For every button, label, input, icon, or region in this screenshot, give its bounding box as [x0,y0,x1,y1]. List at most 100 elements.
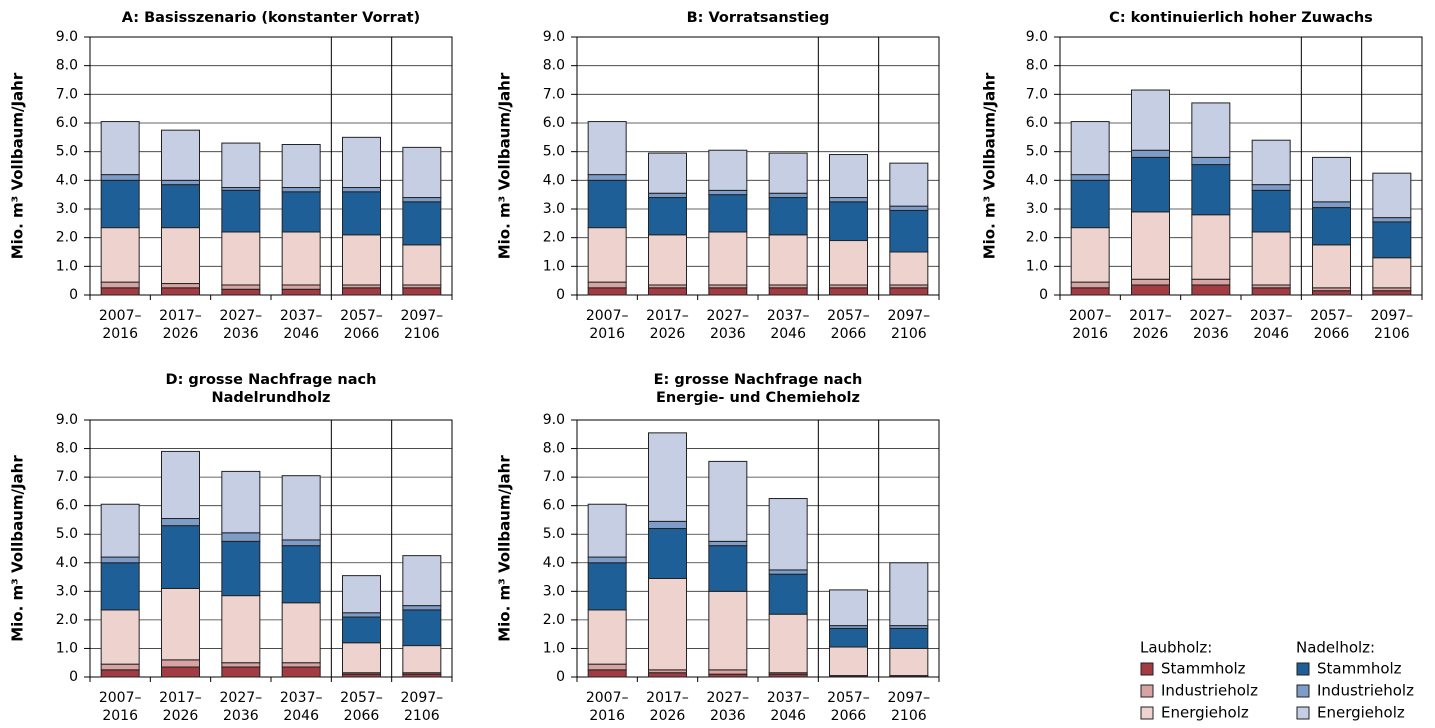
x-tick-label: 2057– [340,308,383,324]
chart-title: Nadelrundholz [212,390,331,406]
bar-segment [1070,174,1110,181]
legend-swatch [1140,684,1154,698]
bar-segment [768,197,808,236]
y-tick-label: 1.0 [56,640,78,656]
bar-segment [587,174,627,181]
bar-segment [889,647,929,677]
y-tick-label: 5.0 [1026,144,1048,160]
y-tick-label: 8.0 [543,441,565,457]
y-tick-label: 6.0 [56,115,78,131]
y-tick-label: 9.0 [1026,29,1048,45]
y-tick-label: 4.0 [56,172,78,188]
bar-segment [221,189,261,233]
plot-frame [89,36,453,296]
x-tick-label: 2036 [223,326,259,342]
plot-frame [89,419,453,678]
y-tick-label: 3.0 [543,583,565,599]
bar-segment [648,287,687,296]
bar-segment [161,227,200,285]
x-tick-label: 2027– [220,690,263,706]
bar-segment [221,595,261,664]
bar-segment [587,663,627,671]
x-tick-label: 2046 [283,708,319,724]
bar-segment [708,189,748,196]
y-tick-label: 3.0 [543,201,565,217]
bar-segment [1372,257,1412,289]
y-tick-label: 8.0 [1026,58,1048,74]
legend-label: Energieholz [1317,704,1405,722]
x-tick-label: 2016 [102,708,138,724]
bar-segment [829,154,868,199]
bar-segment [221,662,261,668]
bar-segment [221,470,261,534]
bar-segment [100,503,140,558]
x-tick-label: 2057– [827,308,870,324]
bar-segment [889,205,929,211]
bar-segment [342,287,381,296]
bar-segment [1312,156,1351,203]
x-tick-label: 2007– [99,690,142,706]
x-tick-label: 2057– [827,690,870,706]
y-tick-label: 0 [556,669,565,685]
x-tick-label: 2037– [1250,308,1293,324]
chart-title: D: grosse Nachfrage nach [166,372,377,388]
bar-segment [281,187,321,193]
y-tick-label: 0 [69,669,78,685]
y-tick-label: 0 [1039,287,1048,303]
bar-segment [1070,227,1110,283]
bar-segment [100,556,140,564]
legend-swatch [1296,684,1310,698]
x-tick-label: 2007– [99,308,142,324]
bar-segment [342,642,381,674]
bar-segment [1312,201,1351,209]
bar-segment [648,152,687,194]
bar-segment [1131,211,1170,280]
bar-segment [1251,287,1291,296]
bar-segment [768,573,808,615]
chart-title: B: Vorratsanstieg [687,10,830,26]
y-tick-label: 4.0 [543,555,565,571]
bar-segment [402,645,442,674]
bar-segment [829,589,868,627]
x-tick-label: 2106 [891,708,927,724]
x-tick-label: 2026 [1133,326,1169,342]
x-tick-label: 2027– [707,308,750,324]
x-tick-label: 2017– [159,690,202,706]
bar-segment [768,569,808,575]
x-tick-label: 2016 [1072,326,1108,342]
bar-segment [648,528,687,579]
bar-segment [889,627,929,649]
bar-segment [889,209,929,253]
bar-segment [829,197,868,203]
y-axis-label: Mio. m³ Vollbaum/Jahr [981,72,999,259]
bar-segment [342,191,381,236]
bar-segment [587,281,627,289]
x-tick-label: 2036 [1193,326,1229,342]
bar-segment [221,142,261,188]
bar-segment [100,179,140,229]
bar-segment [161,587,200,661]
x-tick-label: 2097– [1371,308,1414,324]
bar-segment [281,475,321,541]
x-tick-label: 2066 [831,326,867,342]
y-tick-label: 5.0 [543,526,565,542]
bar-segment [1372,172,1412,219]
bar-segment [889,287,929,296]
bar-segment [402,146,442,199]
legend-label: Stammholz [1161,660,1246,678]
bar-segment [221,540,261,597]
y-tick-label: 5.0 [543,144,565,160]
legend-label: Stammholz [1317,660,1402,678]
bar-segment [342,234,381,286]
x-tick-label: 2017– [646,308,689,324]
bar-segment [281,539,321,547]
bar-segment [1251,139,1291,186]
bar-segment [587,121,627,176]
bar-segment [281,545,321,604]
bar-segment [402,609,442,647]
bar-segment [1131,89,1170,151]
bar-segment [1251,189,1291,233]
bar-segment [708,287,748,296]
bar-segment [708,149,748,191]
